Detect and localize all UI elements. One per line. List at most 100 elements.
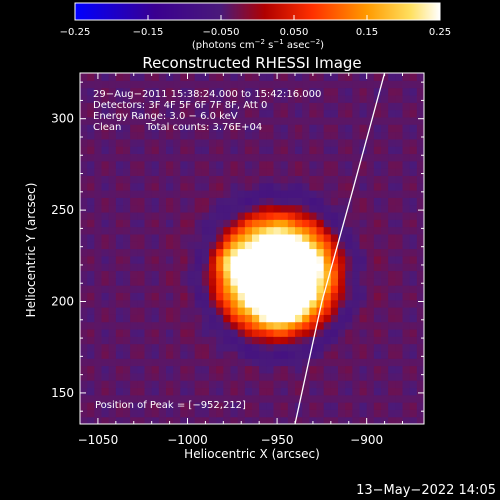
heatmap-cell — [309, 314, 318, 323]
heatmap-cell — [180, 197, 189, 206]
heatmap-cell — [402, 336, 411, 345]
heatmap-cell — [187, 285, 196, 293]
heatmap-cell — [359, 343, 368, 352]
heatmap-cell — [180, 160, 189, 169]
heatmap-cell — [316, 241, 325, 250]
heatmap-cell — [266, 299, 275, 308]
heatmap-cell — [130, 343, 138, 352]
heatmap-cell — [115, 241, 124, 250]
heatmap-cell — [330, 102, 339, 111]
heatmap-cell — [201, 292, 210, 301]
heatmap-cell — [237, 233, 246, 242]
heatmap-cell — [216, 153, 224, 162]
heatmap-cell — [158, 277, 167, 286]
heatmap-cell — [201, 219, 210, 228]
heatmap-cell — [130, 292, 138, 301]
heatmap-cell — [115, 197, 124, 206]
heatmap-cell — [130, 255, 138, 264]
heatmap-cell — [280, 343, 289, 352]
heatmap-cell — [166, 416, 174, 424]
heatmap-cell — [259, 387, 267, 396]
heatmap-cell — [194, 80, 203, 89]
heatmap-cell — [108, 314, 117, 323]
heatmap-cell — [345, 182, 353, 191]
heatmap-cell — [144, 270, 153, 279]
heatmap-cell — [94, 343, 103, 352]
heatmap-cell — [330, 153, 339, 162]
heatmap-cell — [244, 190, 253, 198]
heatmap-cell — [173, 116, 181, 125]
heatmap-cell — [230, 226, 239, 235]
heatmap-cell — [80, 255, 88, 264]
heatmap-cell — [230, 153, 239, 162]
heatmap-cell — [244, 102, 253, 111]
heatmap-cell — [237, 416, 246, 424]
heatmap-cell — [244, 314, 253, 323]
heatmap-cell — [180, 314, 189, 323]
heatmap-cell — [216, 299, 224, 308]
heatmap-cell — [115, 277, 124, 286]
heatmap-cell — [216, 409, 224, 418]
heatmap-cell — [130, 131, 138, 140]
heatmap-cell — [416, 226, 424, 235]
heatmap-cell — [302, 109, 310, 118]
heatmap-cell — [409, 270, 418, 279]
heatmap-cell — [280, 402, 289, 410]
heatmap-cell — [266, 168, 275, 176]
heatmap-cell — [402, 182, 411, 191]
heatmap-cell — [302, 131, 310, 140]
heatmap-cell — [123, 241, 131, 250]
heatmap-cell — [280, 190, 289, 198]
heatmap-cell — [87, 116, 95, 125]
heatmap-cell — [187, 146, 196, 155]
heatmap-cell — [158, 358, 167, 367]
y-tick-label: 150 — [51, 386, 74, 400]
heatmap-cell — [302, 197, 310, 206]
heatmap-cell — [366, 241, 375, 250]
heatmap-cell — [80, 387, 88, 396]
heatmap-cell — [108, 358, 117, 367]
heatmap-cell — [123, 416, 131, 424]
heatmap-cell — [130, 387, 138, 396]
heatmap-cell — [115, 175, 124, 184]
heatmap-cell — [252, 211, 260, 220]
heatmap-cell — [180, 168, 189, 176]
heatmap-cell — [80, 204, 88, 213]
heatmap-cell — [395, 380, 404, 389]
heatmap-cell — [252, 168, 260, 176]
heatmap-cell — [338, 175, 346, 184]
heatmap-cell — [345, 402, 353, 410]
heatmap-cell — [316, 94, 325, 103]
heatmap-cell — [295, 255, 303, 264]
heatmap-cell — [130, 233, 138, 242]
heatmap-cell — [366, 153, 375, 162]
heatmap-cell — [123, 116, 131, 125]
heatmap-cell — [201, 226, 210, 235]
heatmap-cell — [416, 387, 424, 396]
heatmap-cell — [381, 146, 389, 155]
heatmap-cell — [237, 299, 246, 308]
heatmap-cell — [87, 343, 95, 352]
heatmap-cell — [323, 409, 332, 418]
heatmap-cell — [151, 387, 160, 396]
heatmap-cell — [323, 336, 332, 345]
heatmap-cell — [280, 358, 289, 367]
heatmap-cell — [194, 204, 203, 213]
heatmap-cell — [151, 394, 160, 403]
heatmap-cell — [316, 138, 325, 147]
heatmap-cell — [194, 402, 203, 410]
heatmap-cell — [338, 131, 346, 140]
heatmap-cell — [402, 80, 411, 89]
heatmap-cell — [338, 87, 346, 96]
heatmap-cell — [194, 380, 203, 389]
heatmap-cell — [252, 365, 260, 374]
heatmap-cell — [352, 270, 361, 279]
heatmap-cell — [80, 219, 88, 228]
heatmap-cell — [230, 109, 239, 118]
heatmap-cell — [223, 211, 232, 220]
heatmap-cell — [287, 314, 296, 323]
heatmap-cell — [309, 255, 318, 264]
heatmap-cell — [216, 292, 224, 301]
heatmap-cell — [94, 372, 103, 381]
heatmap-cell — [187, 80, 196, 89]
